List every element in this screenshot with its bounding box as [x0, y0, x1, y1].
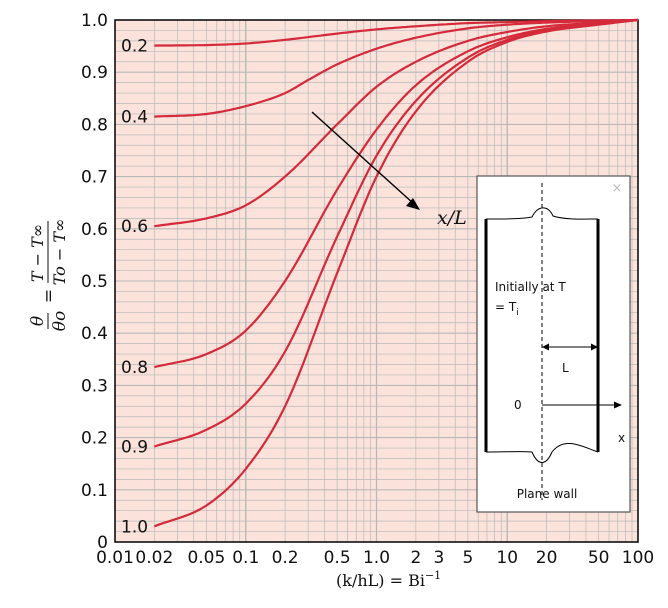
x-tick-label: 100	[622, 548, 654, 568]
x-tick-label: 0.1	[232, 548, 259, 568]
label-origin: 0	[514, 398, 522, 412]
label-L: L	[562, 361, 569, 375]
curve-label: 0.9	[121, 437, 148, 457]
svg-text:θo: θo	[50, 311, 70, 331]
tick-labels: 0.01 0.02 0.05 0.1 0.2 0.5 1.0 2 3 5 10 20 50 100 0 0.1…	[81, 11, 654, 568]
x-tick-label: 5	[462, 548, 473, 568]
y-tick-label: 0.2	[81, 429, 108, 449]
direction-arrow	[311, 111, 415, 205]
curve-x-over-L-1.0	[154, 18, 639, 528]
y-tick-label: 0.8	[81, 115, 108, 135]
svg-text:T − T∞: T − T∞	[28, 224, 47, 282]
x-tick-label: 20	[536, 548, 558, 568]
close-icon[interactable]: ×	[612, 181, 623, 196]
curve-label: 0.4	[121, 108, 148, 128]
x-tick-label: 50	[588, 548, 610, 568]
y-tick-label: 0.6	[81, 220, 108, 240]
svg-text:=: =	[39, 289, 59, 303]
x-tick-label: 10	[496, 548, 518, 568]
half-thickness-arrowhead-right	[591, 343, 598, 351]
plane-wall-inset: × Initially at T = Ti L 0 x Plane wall	[476, 175, 631, 513]
curve-x-over-L-0.2	[154, 18, 638, 47]
x-tick-label: 0.2	[272, 548, 299, 568]
arrow-label: x/L	[437, 207, 467, 229]
x-tick-label: 0.05	[187, 548, 225, 568]
curve-label: 0.2	[121, 37, 148, 57]
top-break-curve	[485, 207, 599, 220]
curve-x-over-L-0.8	[154, 18, 639, 369]
curve-label: 0.6	[121, 217, 148, 237]
inset-box	[476, 175, 631, 513]
curve-x-over-L-0.6	[154, 18, 639, 228]
x-tick-label: 2	[410, 548, 421, 568]
y-tick-label: 0.4	[81, 324, 108, 344]
x-axis-label: (k/hL) = Bi−1	[336, 569, 441, 590]
curve-label: 1.0	[121, 517, 148, 537]
x-axis-arrowhead	[614, 401, 622, 409]
inset-caption: Plane wall	[517, 487, 578, 501]
label-x: x	[618, 431, 625, 445]
y-tick-label: 0.5	[81, 272, 108, 292]
x-tick-label: 0.02	[135, 548, 173, 568]
x-tick-label: 1.0	[363, 548, 390, 568]
y-tick-label: 0	[97, 533, 108, 553]
x-tick-label: 0.01	[96, 548, 134, 568]
bottom-break-curve	[485, 442, 599, 463]
curve-label: 0.8	[121, 358, 148, 378]
curves	[154, 18, 639, 528]
svg-text:To − T∞: To − T∞	[50, 219, 69, 286]
x-tick-label: 0.5	[324, 548, 351, 568]
y-axis-label: θ θo = T − T∞ To − T∞	[28, 219, 70, 332]
ti-label: = Ti	[495, 300, 519, 318]
curve-labels: 0.2 0.4 0.6 0.8 0.9 1.0	[121, 37, 148, 538]
y-tick-label: 0.3	[81, 376, 108, 396]
y-tick-label: 0.1	[81, 481, 108, 501]
y-tick-label: 1.0	[81, 11, 108, 31]
y-tick-label: 0.9	[81, 63, 108, 83]
half-thickness-arrowhead-left	[542, 343, 549, 351]
curve-x-over-L-0.4	[154, 18, 639, 118]
y-tick-label: 0.7	[81, 168, 108, 188]
direction-arrowhead	[406, 198, 420, 210]
svg-text:θ: θ	[28, 316, 48, 326]
x-tick-label: 3	[433, 548, 444, 568]
plot-frame	[114, 19, 639, 543]
initially-label: Initially at T	[495, 280, 566, 294]
